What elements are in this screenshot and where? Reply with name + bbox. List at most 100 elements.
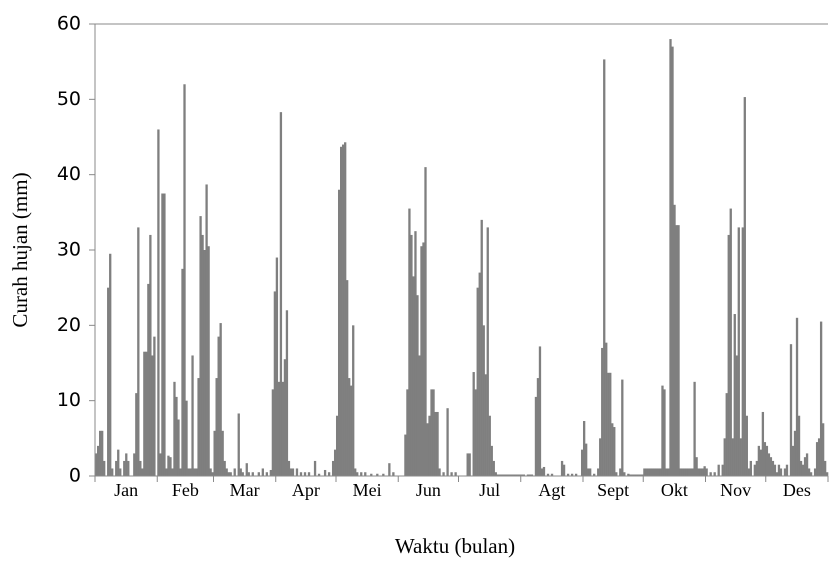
bar	[589, 468, 592, 476]
bar	[446, 408, 449, 476]
bar	[627, 473, 630, 476]
bar	[265, 472, 269, 476]
bar	[432, 389, 435, 476]
x-month-label: Mei	[353, 480, 382, 500]
bar	[749, 460, 752, 476]
bar	[376, 473, 379, 476]
bar	[175, 396, 178, 476]
bar	[313, 460, 317, 476]
bar	[631, 474, 634, 476]
bar	[783, 468, 787, 476]
bar	[817, 438, 821, 476]
bar	[621, 379, 624, 476]
bar	[763, 442, 767, 476]
bar	[354, 468, 357, 476]
bar	[229, 472, 232, 476]
bar	[500, 474, 503, 476]
bar	[675, 225, 678, 476]
bar	[695, 457, 698, 476]
bar	[815, 442, 819, 476]
bar	[663, 389, 666, 476]
bar	[805, 453, 809, 476]
bar	[745, 415, 748, 476]
bar	[613, 427, 616, 476]
bar	[727, 234, 730, 476]
bar	[189, 468, 192, 476]
bar	[414, 231, 417, 476]
bar	[506, 474, 509, 476]
y-axis-title: Curah hujan (mm)	[8, 172, 32, 327]
bar	[167, 455, 170, 476]
bar	[213, 430, 216, 476]
bar	[518, 474, 522, 476]
bar	[478, 272, 481, 476]
bar	[466, 453, 469, 476]
bar	[689, 468, 692, 476]
bar	[223, 460, 226, 476]
bar	[281, 381, 285, 476]
bar	[659, 468, 662, 476]
bar	[217, 336, 220, 476]
bar	[496, 474, 499, 476]
bar	[522, 474, 526, 476]
bar	[482, 325, 485, 476]
x-month-label: Okt	[661, 480, 688, 500]
x-month-label: Feb	[172, 480, 199, 500]
bar	[233, 468, 236, 476]
bar	[303, 472, 307, 476]
bar	[753, 464, 757, 476]
bar	[655, 468, 658, 476]
bar	[743, 97, 746, 476]
bar	[331, 460, 335, 476]
bar	[344, 142, 347, 477]
bar	[382, 473, 385, 476]
bar	[211, 472, 214, 476]
bar	[520, 474, 524, 476]
bar	[151, 355, 154, 476]
bar	[147, 283, 150, 476]
bar	[637, 474, 640, 476]
bar	[480, 219, 483, 476]
bar	[546, 473, 550, 476]
x-month-label: Agt	[538, 480, 565, 500]
bar	[125, 453, 128, 476]
bar	[454, 472, 457, 476]
bar	[492, 460, 495, 476]
bar	[420, 246, 423, 476]
bar	[538, 346, 542, 476]
bar	[219, 323, 222, 476]
bar	[679, 468, 682, 476]
bar	[285, 310, 289, 476]
bar	[580, 449, 584, 476]
bar	[526, 474, 530, 476]
bar	[177, 419, 180, 476]
y-tick-label: 20	[57, 314, 81, 336]
bar	[153, 336, 156, 476]
bar	[609, 372, 612, 476]
bar	[99, 430, 102, 476]
bar	[755, 460, 759, 476]
bar	[731, 438, 734, 476]
bar	[582, 421, 586, 476]
x-month-label: Jan	[114, 480, 138, 500]
bar	[639, 474, 642, 476]
x-month-label: Des	[783, 480, 811, 500]
bar	[669, 39, 672, 477]
bar	[633, 474, 636, 476]
bar	[585, 443, 588, 476]
x-month-label: Apr	[292, 480, 320, 500]
bar	[821, 423, 825, 476]
bar	[199, 216, 202, 476]
bar	[474, 389, 477, 476]
bar	[807, 468, 811, 476]
bar	[775, 472, 779, 476]
bar	[498, 474, 501, 476]
x-month-label: Nov	[720, 480, 751, 500]
bar	[215, 378, 218, 476]
bar	[424, 167, 427, 476]
x-month-label: Jul	[479, 480, 500, 500]
bar	[789, 344, 793, 476]
bar	[611, 423, 614, 476]
bar	[574, 473, 578, 476]
bar	[442, 472, 445, 476]
